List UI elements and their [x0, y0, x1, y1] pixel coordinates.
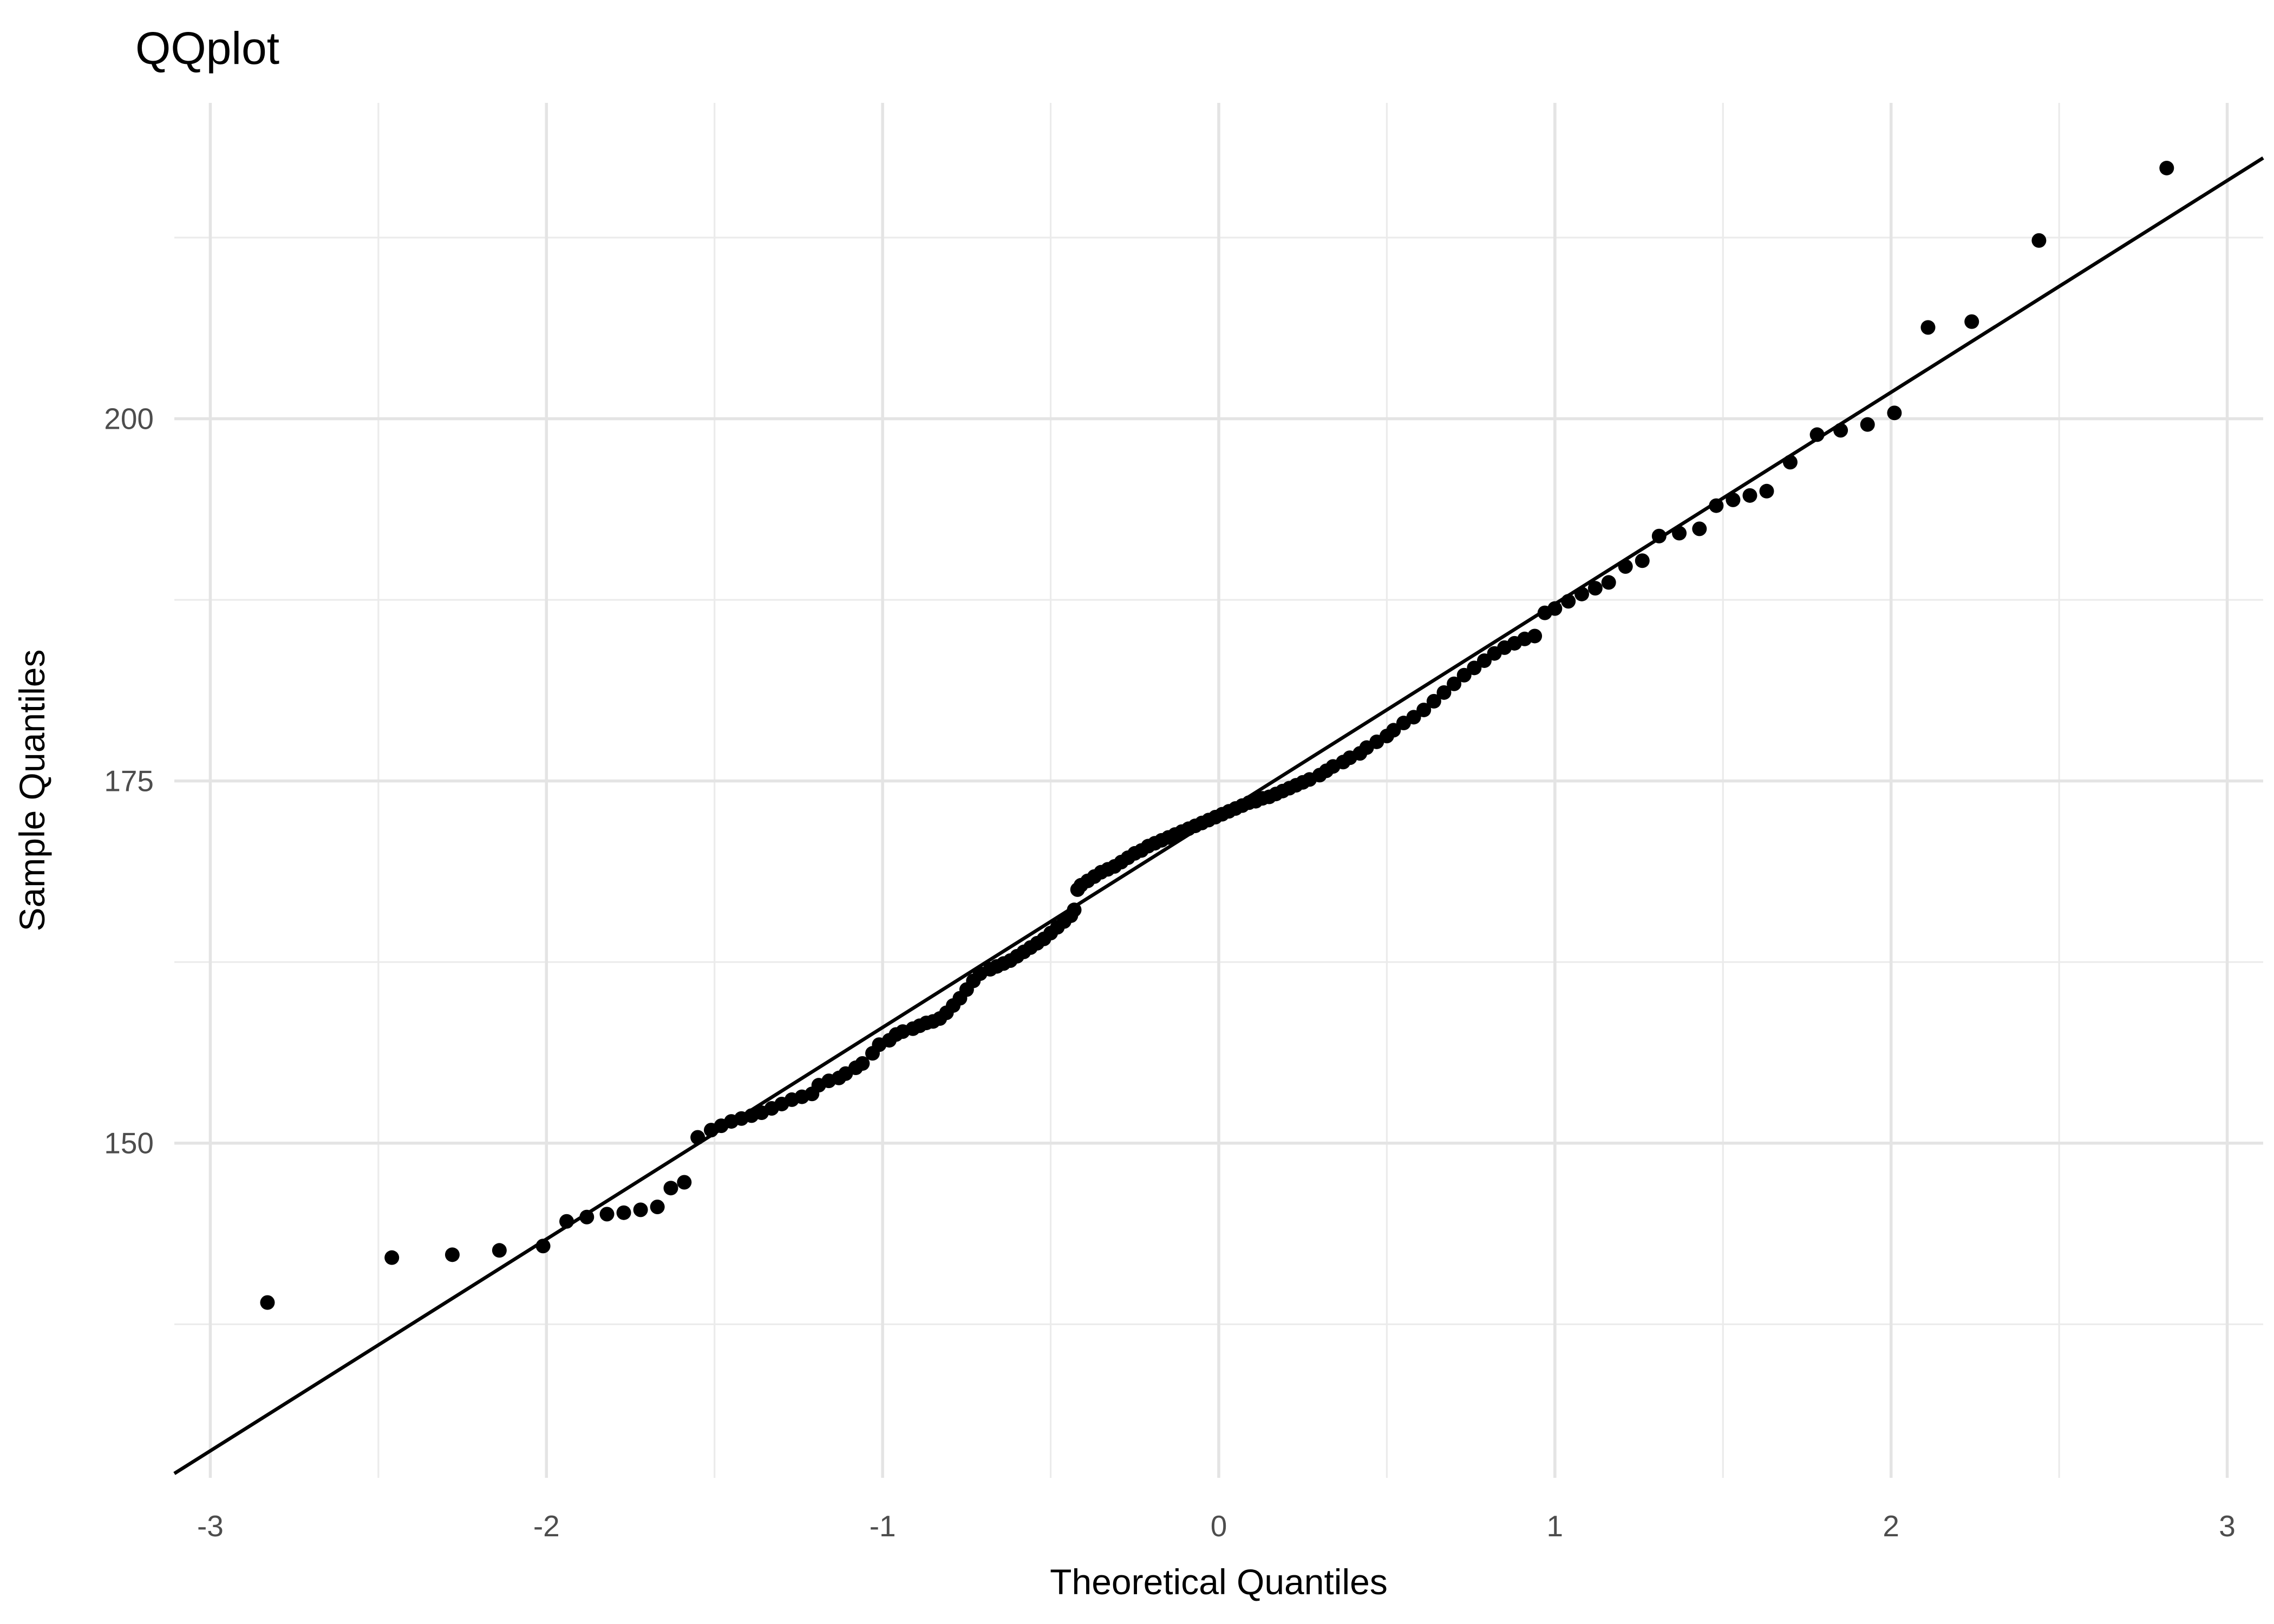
y-axis-tick-labels: 150 175 200	[104, 402, 154, 1160]
data-point	[1920, 320, 1936, 335]
data-point	[616, 1205, 631, 1220]
data-point	[384, 1250, 400, 1265]
data-point	[1601, 575, 1616, 590]
x-tick-label: -1	[870, 1509, 896, 1543]
data-point	[1692, 521, 1707, 536]
data-point	[1426, 693, 1441, 709]
data-point	[1067, 902, 1082, 918]
data-point	[1386, 723, 1401, 738]
data-point	[1406, 710, 1421, 725]
data-point	[1447, 676, 1462, 691]
x-axis-title: Theoretical Quantiles	[1050, 1562, 1388, 1602]
data-point	[1860, 417, 1875, 432]
data-point	[677, 1175, 692, 1190]
data-point	[1726, 492, 1741, 507]
data-point	[1651, 528, 1667, 543]
y-tick-label: 150	[104, 1127, 154, 1160]
data-point	[1476, 653, 1492, 668]
data-point	[663, 1181, 678, 1196]
y-tick-label: 175	[104, 764, 154, 798]
data-point	[559, 1214, 574, 1229]
data-point	[599, 1207, 615, 1222]
data-point	[1436, 685, 1452, 700]
data-point	[579, 1209, 594, 1224]
data-point	[1809, 427, 1825, 442]
data-point	[1587, 581, 1603, 596]
plot-title: QQplot	[135, 23, 279, 74]
data-point	[633, 1202, 648, 1217]
data-point	[1456, 667, 1472, 683]
data-point	[1467, 660, 1482, 676]
data-point	[690, 1130, 705, 1145]
data-point	[855, 1056, 870, 1071]
data-point	[1887, 405, 1902, 421]
data-point	[650, 1199, 665, 1214]
data-point	[1742, 488, 1757, 503]
data-point	[1709, 498, 1724, 513]
data-point	[1618, 559, 1633, 574]
data-point	[492, 1243, 507, 1258]
data-point	[1527, 628, 1543, 644]
data-point	[2031, 233, 2047, 248]
data-point	[1833, 423, 1848, 438]
data-point	[2159, 160, 2174, 175]
data-point	[1547, 601, 1563, 616]
data-point	[445, 1247, 460, 1262]
y-axis-title: Sample Quantiles	[12, 650, 52, 932]
x-tick-label: 2	[1883, 1509, 1899, 1543]
data-point	[535, 1239, 551, 1254]
x-axis-tick-labels: -3 -2 -1 0 1 2 3	[197, 1509, 2236, 1543]
data-point	[1672, 526, 1687, 541]
major-gridlines	[174, 103, 2263, 1478]
data-point	[1759, 483, 1774, 499]
data-point	[260, 1295, 275, 1310]
x-tick-label: 3	[2219, 1509, 2236, 1543]
data-point	[1416, 702, 1432, 717]
data-point	[1782, 455, 1798, 470]
data-point	[1964, 314, 1979, 329]
x-tick-label: 1	[1547, 1509, 1564, 1543]
x-tick-label: -2	[533, 1509, 560, 1543]
data-point	[1574, 586, 1590, 601]
data-point	[1561, 594, 1576, 609]
x-tick-label: -3	[197, 1509, 224, 1543]
scatter-points	[260, 160, 2174, 1310]
x-tick-label: 0	[1211, 1509, 1227, 1543]
y-tick-label: 200	[104, 402, 154, 435]
data-point	[1635, 553, 1650, 568]
